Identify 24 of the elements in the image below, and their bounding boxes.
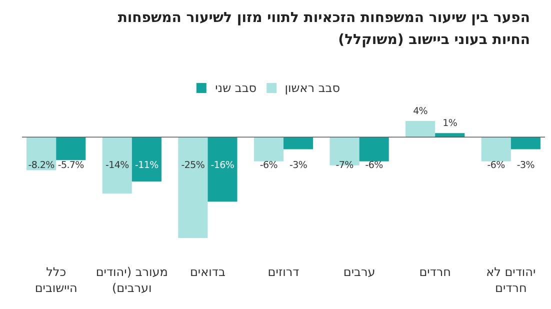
x-tick-label: בדואים <box>190 265 226 279</box>
x-tick-label: חרדים <box>419 265 451 279</box>
data-label: -11% <box>135 160 159 172</box>
chart-title: הפער בין שיעור המשפחות הזכאיות לתווי מזון לשיעור המשפחות החיות בעוני ביישוב (משוקלל) <box>118 10 530 48</box>
data-label: -6% <box>260 160 278 172</box>
data-label: -6% <box>487 160 506 172</box>
data-label: 1% <box>442 118 458 130</box>
data-label: -3% <box>516 160 535 172</box>
data-label: -5.7% <box>58 160 84 172</box>
legend-label: סבב שני <box>215 81 257 95</box>
data-label: -7% <box>336 160 354 172</box>
data-label: -8.2% <box>28 160 55 172</box>
data-label: -25% <box>181 160 205 172</box>
data-label: -6% <box>365 160 384 172</box>
data-label: 4% <box>413 106 428 117</box>
x-tick-label: יהודים לא חרדים <box>486 265 536 295</box>
data-label: -16% <box>210 160 234 172</box>
data-label: -3% <box>289 160 308 172</box>
x-tick-label: דרוזים <box>268 265 300 279</box>
x-tick-label: כלל היישובים <box>34 265 78 295</box>
legend-label: סבב ראשון <box>284 81 340 95</box>
x-tick-label: ערבים <box>343 265 376 279</box>
x-tick-label: מעורב (יהודים וערבים) <box>96 265 168 295</box>
data-label: -14% <box>105 160 130 172</box>
